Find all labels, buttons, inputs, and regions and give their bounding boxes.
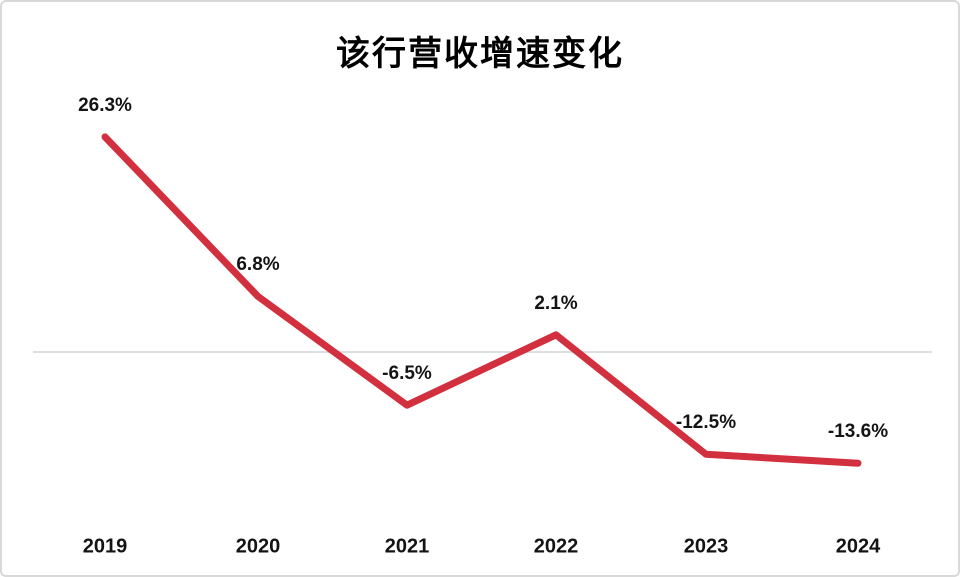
data-label: -6.5%: [382, 363, 432, 385]
x-axis-label: 2020: [235, 535, 281, 558]
data-label: 26.3%: [78, 94, 132, 116]
x-axis-label: 2022: [533, 535, 579, 558]
data-label: 6.8%: [236, 254, 280, 276]
data-label: -12.5%: [675, 412, 737, 434]
x-axis-label: 2021: [384, 535, 430, 558]
x-axis-label: 2023: [683, 535, 729, 558]
data-label: 2.1%: [534, 292, 578, 314]
series-line: [101, 133, 862, 467]
x-axis-label: 2024: [835, 535, 881, 558]
chart-title: 该行营收增速变化: [336, 35, 624, 73]
data-label: -13.6%: [827, 421, 889, 443]
x-axis-label: 2019: [82, 535, 128, 558]
